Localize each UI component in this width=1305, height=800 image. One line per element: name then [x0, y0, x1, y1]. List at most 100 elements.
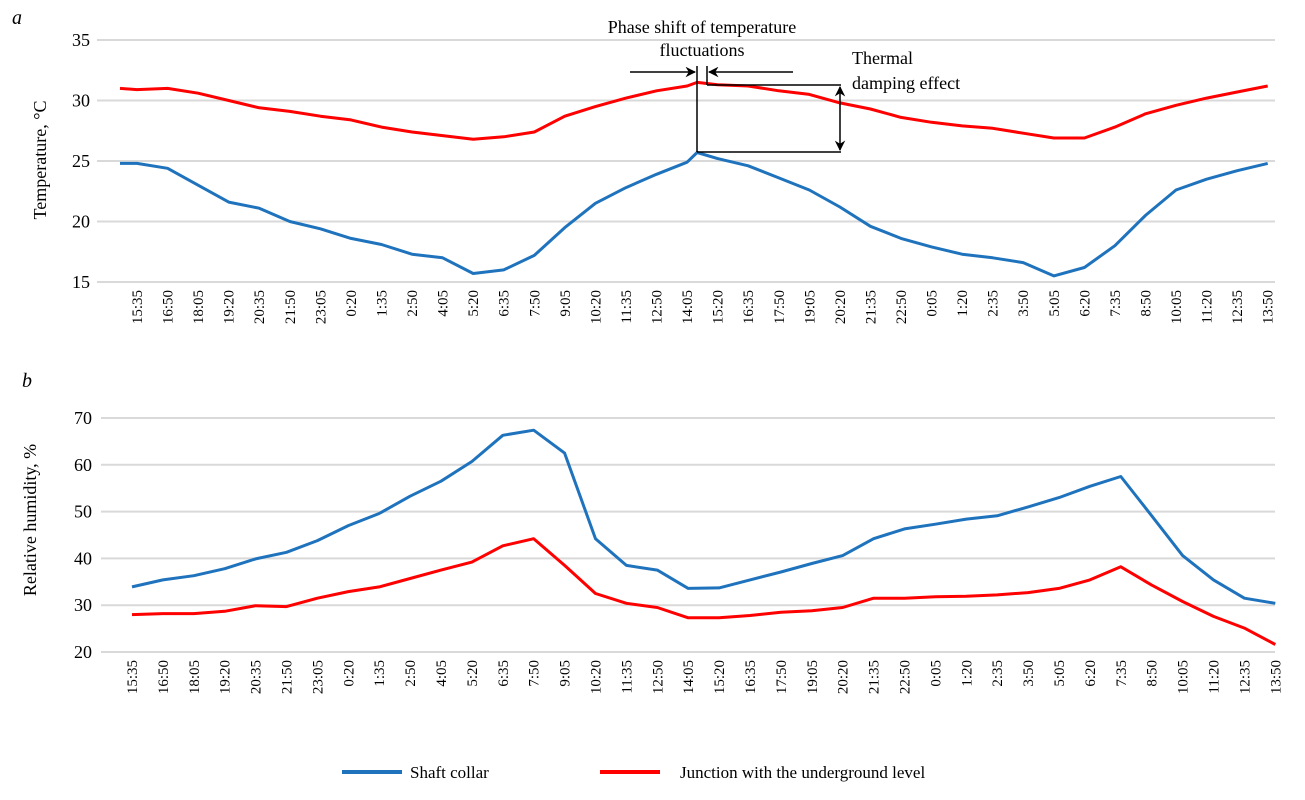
- x-tick-label: 1:35: [372, 660, 388, 687]
- annotation-damping: damping effect: [852, 73, 960, 93]
- annotation-damping: Thermal: [852, 48, 913, 68]
- x-tick-label: 1:35: [374, 290, 390, 317]
- x-tick-label: 11:35: [619, 660, 635, 694]
- x-tick-label: 17:50: [772, 290, 788, 324]
- x-tick-label: 21:35: [867, 660, 883, 694]
- y-axis-title: Relative humidity, %: [20, 444, 40, 596]
- x-tick-label: 0:05: [925, 290, 941, 317]
- x-tick-label: 4:05: [434, 660, 450, 687]
- x-tick-label: 12:35: [1237, 660, 1253, 694]
- x-tick-label: 5:20: [466, 290, 482, 317]
- x-tick-label: 21:50: [280, 660, 296, 694]
- x-tick-label: 20:20: [836, 660, 852, 694]
- x-tick-label: 15:20: [711, 290, 727, 324]
- x-tick-label: 6:35: [496, 660, 512, 687]
- x-tick-label: 21:35: [863, 290, 879, 324]
- legend-label: Shaft collar: [410, 763, 489, 782]
- x-tick-label: 22:50: [894, 290, 910, 324]
- legend-label: Junction with the underground level: [680, 763, 925, 782]
- x-tick-label: 5:20: [465, 660, 481, 687]
- x-tick-label: 10:20: [588, 290, 604, 324]
- x-tick-label: 19:20: [218, 660, 234, 694]
- x-tick-label: 14:05: [680, 290, 696, 324]
- x-tick-label: 3:50: [1021, 660, 1037, 687]
- y-tick-label: 15: [72, 272, 90, 292]
- x-tick-label: 19:05: [802, 290, 818, 324]
- x-tick-label: 2:50: [405, 290, 421, 317]
- x-tick-label: 3:50: [1016, 290, 1032, 317]
- x-tick-label: 13:50: [1261, 290, 1277, 324]
- x-tick-label: 19:20: [222, 290, 238, 324]
- y-tick-label: 30: [72, 91, 90, 111]
- x-tick-label: 13:50: [1268, 660, 1284, 694]
- x-tick-label: 5:05: [1047, 290, 1063, 317]
- x-tick-label: 2:35: [990, 660, 1006, 687]
- x-tick-label: 16:50: [156, 660, 172, 694]
- annotation-phase-shift: Phase shift of temperature: [608, 17, 796, 37]
- x-tick-label: 18:05: [191, 290, 207, 324]
- y-axis-title: Temperature, °C: [30, 101, 50, 220]
- x-tick-label: 14:05: [681, 660, 697, 694]
- x-tick-label: 21:50: [283, 290, 299, 324]
- series-line-shaft-collar: [120, 151, 1269, 278]
- x-tick-label: 12:50: [650, 660, 666, 694]
- x-tick-label: 6:20: [1083, 660, 1099, 687]
- x-tick-label: 11:20: [1200, 290, 1216, 324]
- x-tick-label: 20:35: [249, 660, 265, 694]
- x-tick-label: 16:50: [161, 290, 177, 324]
- y-tick-label: 70: [74, 408, 92, 428]
- x-tick-label: 23:05: [310, 660, 326, 694]
- x-tick-label: 15:20: [712, 660, 728, 694]
- x-tick-label: 16:35: [743, 660, 759, 694]
- x-tick-label: 7:50: [527, 660, 543, 687]
- x-tick-label: 0:05: [928, 660, 944, 687]
- x-tick-label: 9:05: [558, 290, 574, 317]
- x-tick-label: 0:20: [344, 290, 360, 317]
- x-tick-label: 7:35: [1114, 660, 1130, 687]
- x-tick-label: 8:50: [1145, 660, 1161, 687]
- x-tick-label: 12:35: [1230, 290, 1246, 324]
- y-tick-label: 30: [74, 595, 92, 615]
- x-tick-label: 6:20: [1077, 290, 1093, 317]
- series-line-junction: [131, 537, 1277, 646]
- x-tick-label: 5:05: [1052, 660, 1068, 687]
- x-tick-label: 4:05: [436, 290, 452, 317]
- x-tick-label: 7:50: [527, 290, 543, 317]
- x-tick-label: 1:20: [955, 290, 971, 317]
- x-tick-label: 0:20: [341, 660, 357, 687]
- x-tick-label: 1:20: [959, 660, 975, 687]
- series-line-shaft-collar: [131, 428, 1276, 605]
- y-tick-label: 50: [74, 502, 92, 522]
- y-tick-label: 35: [72, 30, 90, 50]
- x-tick-label: 19:05: [805, 660, 821, 694]
- x-tick-label: 16:35: [741, 290, 757, 324]
- y-tick-label: 60: [74, 455, 92, 475]
- x-tick-label: 18:05: [187, 660, 203, 694]
- x-tick-label: 8:50: [1138, 290, 1154, 317]
- x-tick-label: 22:50: [898, 660, 914, 694]
- x-tick-label: 15:35: [125, 660, 141, 694]
- x-tick-label: 11:35: [619, 290, 635, 324]
- x-tick-label: 12:50: [650, 290, 666, 324]
- x-tick-label: 2:50: [403, 660, 419, 687]
- x-tick-label: 20:20: [833, 290, 849, 324]
- panel-label: b: [22, 370, 32, 392]
- series-line-junction: [119, 80, 1268, 141]
- y-tick-label: 20: [72, 212, 90, 232]
- x-tick-label: 11:20: [1207, 660, 1223, 694]
- x-tick-label: 2:35: [986, 290, 1002, 317]
- x-tick-label: 9:05: [558, 660, 574, 687]
- x-tick-label: 15:35: [130, 290, 146, 324]
- annotation-phase-shift: fluctuations: [660, 40, 745, 60]
- x-tick-label: 7:35: [1108, 290, 1124, 317]
- x-tick-label: 10:05: [1169, 290, 1185, 324]
- x-tick-label: 17:50: [774, 660, 790, 694]
- y-tick-label: 20: [74, 642, 92, 662]
- x-tick-label: 23:05: [313, 290, 329, 324]
- y-tick-label: 25: [72, 151, 90, 171]
- x-tick-label: 10:05: [1176, 660, 1192, 694]
- panel-label: a: [12, 7, 22, 29]
- x-tick-label: 10:20: [589, 660, 605, 694]
